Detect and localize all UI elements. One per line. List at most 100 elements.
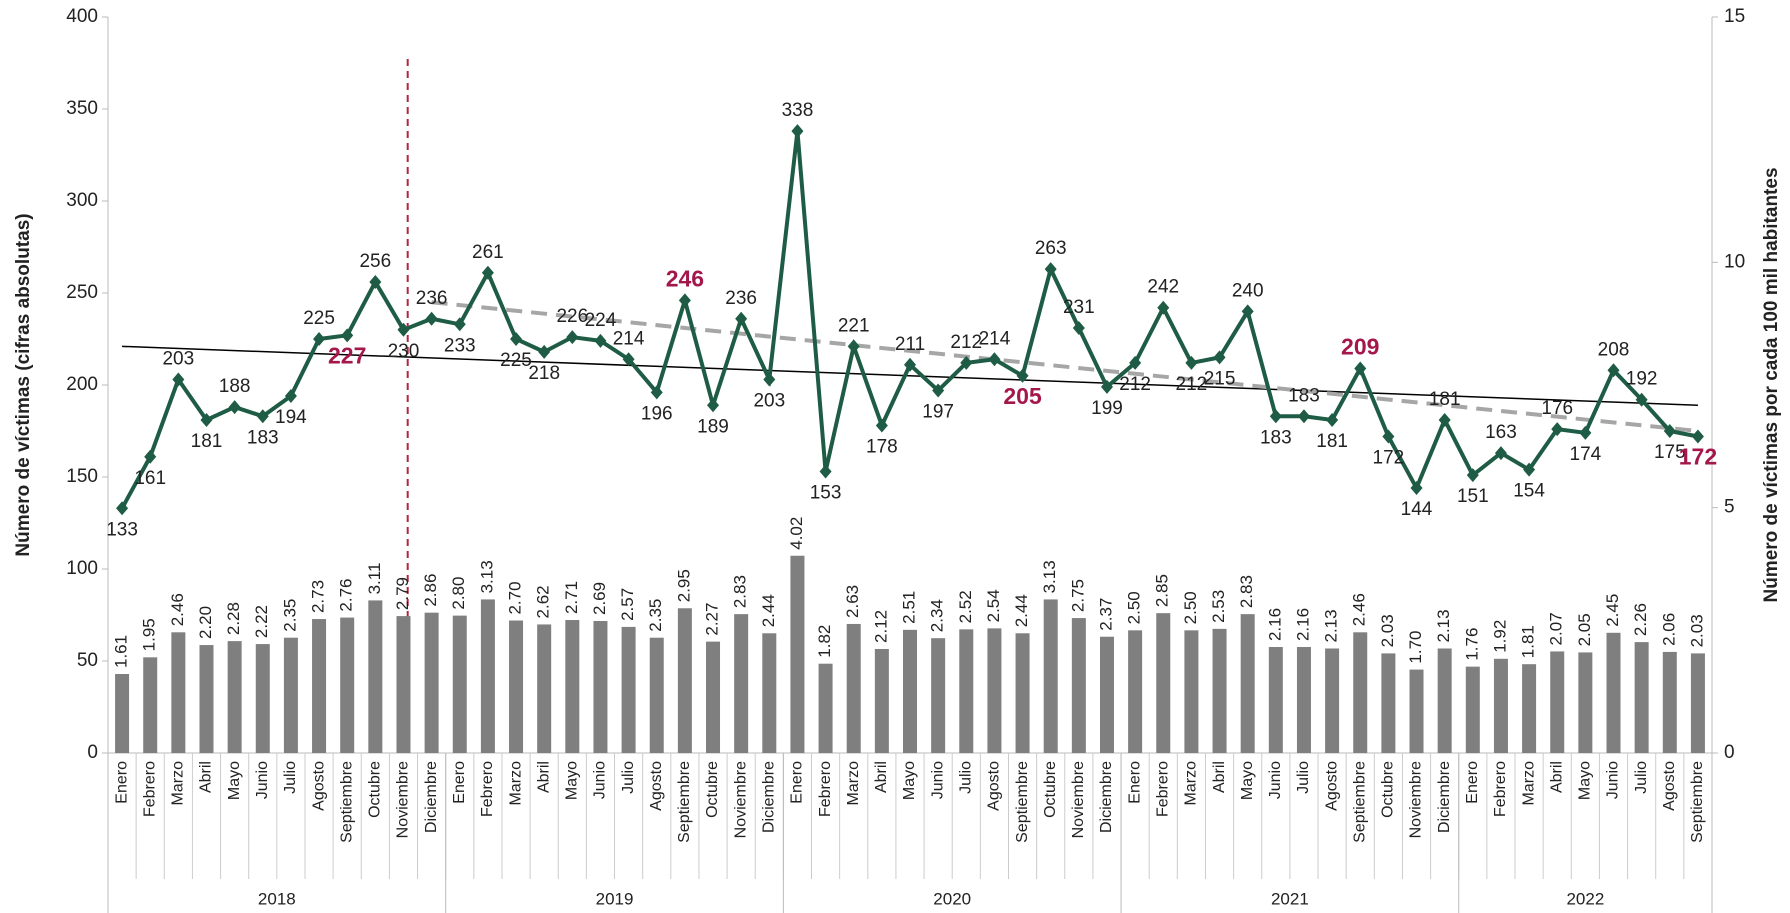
- x-tick-label: Julio: [282, 761, 299, 794]
- bar: [1410, 670, 1424, 753]
- bar: [1128, 630, 1142, 753]
- line-marker: [426, 312, 438, 326]
- bar-value-label: 2.45: [1603, 594, 1622, 627]
- line-value-label: 183: [247, 427, 279, 448]
- line-value-label: 203: [753, 390, 785, 411]
- line-value-label: 163: [1485, 422, 1517, 443]
- bar: [1044, 599, 1058, 753]
- line-marker: [791, 124, 803, 138]
- x-tick-label: Marzo: [1520, 761, 1537, 806]
- bar-value-label: 1.61: [112, 635, 131, 668]
- line-value-label: 211: [895, 334, 925, 355]
- x-tick-label: Abril: [873, 761, 890, 793]
- line-marker: [848, 339, 860, 353]
- bar: [1072, 618, 1086, 753]
- bar-value-label: 1.92: [1490, 620, 1509, 653]
- bar-value-label: 2.73: [309, 580, 328, 613]
- line-value-label: 261: [472, 242, 504, 263]
- bar: [537, 624, 551, 753]
- bar-value-label: 2.22: [252, 605, 271, 638]
- bar: [368, 600, 382, 753]
- line-value-label: 203: [162, 348, 194, 369]
- line-value-label: 242: [1147, 277, 1179, 298]
- line-value-label: 212: [950, 332, 982, 353]
- bar-value-label: 2.35: [280, 599, 299, 632]
- y-tick-label: 350: [66, 98, 98, 119]
- x-tick-label: Enero: [451, 761, 468, 804]
- x-tick-label: Agosto: [1661, 761, 1678, 811]
- bar-value-label: 2.95: [674, 569, 693, 602]
- x-tick-label: Diciembre: [423, 761, 440, 833]
- line-marker: [566, 330, 578, 344]
- line-value-label: 199: [1091, 398, 1123, 419]
- line-value-label: 194: [275, 407, 307, 428]
- x-tick-label: Junio: [592, 761, 609, 799]
- y-tick-label: 100: [66, 558, 98, 579]
- line-value-label: 172: [1373, 448, 1405, 469]
- bar: [396, 616, 410, 753]
- line-marker: [538, 345, 550, 359]
- x-tick-label: Diciembre: [1098, 761, 1115, 833]
- x-tick-label: Febrero: [1492, 761, 1509, 817]
- bar-value-label: 2.85: [1153, 574, 1172, 607]
- bar: [987, 628, 1001, 753]
- x-tick-label: Julio: [620, 761, 637, 794]
- line-value-label: 196: [641, 403, 673, 424]
- bar-value-label: 4.02: [787, 517, 806, 550]
- line-value-label: 218: [528, 363, 560, 384]
- bar: [1522, 664, 1536, 753]
- bar-value-label: 2.80: [449, 577, 468, 610]
- line-marker: [229, 400, 241, 414]
- bar: [1184, 630, 1198, 753]
- x-tick-label: Diciembre: [761, 761, 778, 833]
- bar: [1325, 648, 1339, 753]
- line-value-label: 246: [666, 265, 704, 291]
- line-value-label: 205: [1003, 383, 1042, 409]
- x-tick-label: Noviembre: [1408, 761, 1425, 838]
- bar-value-label: 2.75: [1068, 579, 1087, 612]
- x-tick-label: Abril: [198, 761, 215, 793]
- bar-value-label: 1.76: [1462, 628, 1481, 661]
- line-value-label: 181: [1316, 431, 1348, 452]
- x-tick-label: Febrero: [817, 761, 834, 817]
- line-value-label: 215: [1204, 368, 1236, 389]
- year-label: 2020: [933, 889, 971, 908]
- x-tick-label: Febrero: [141, 761, 158, 817]
- bar-value-label: 3.13: [1040, 560, 1059, 593]
- year-label: 2021: [1271, 889, 1309, 908]
- bar: [790, 556, 804, 753]
- bar-value-label: 2.52: [956, 590, 975, 623]
- bar: [1607, 633, 1621, 753]
- y-tick-label: 0: [87, 742, 98, 763]
- bar-value-label: 2.06: [1659, 613, 1678, 646]
- bar: [1213, 629, 1227, 753]
- x-tick-label: Mayo: [226, 761, 243, 800]
- bar: [312, 619, 326, 753]
- line-value-label: 183: [1260, 427, 1292, 448]
- bar-value-label: 2.13: [1322, 609, 1341, 642]
- bar-value-label: 2.03: [1378, 614, 1397, 647]
- x-tick-label: Noviembre: [732, 761, 749, 838]
- bar: [1156, 613, 1170, 753]
- bar-value-label: 3.13: [477, 560, 496, 593]
- x-tick-label: Noviembre: [1070, 761, 1087, 838]
- line-value-label: 225: [303, 308, 335, 329]
- bar: [1016, 633, 1030, 753]
- line-value-label: 227: [328, 342, 366, 368]
- x-tick-label: Mayo: [564, 761, 581, 800]
- x-tick-label: Septiembre: [1014, 761, 1031, 843]
- line-value-label: 174: [1570, 444, 1602, 465]
- x-tick-label: Diciembre: [1436, 761, 1453, 833]
- x-tick-label: Marzo: [507, 761, 524, 806]
- x-tick-label: Enero: [1464, 761, 1481, 804]
- line-marker: [1692, 430, 1704, 444]
- bar: [706, 642, 720, 753]
- bar: [453, 616, 467, 753]
- bar-value-label: 2.57: [618, 588, 637, 621]
- bar: [1269, 647, 1283, 753]
- bar-value-label: 2.79: [393, 577, 412, 610]
- y2-tick-label: 5: [1724, 497, 1735, 518]
- line-value-label: 214: [979, 328, 1011, 349]
- line-marker: [1270, 409, 1282, 423]
- x-tick-label: Enero: [789, 761, 806, 804]
